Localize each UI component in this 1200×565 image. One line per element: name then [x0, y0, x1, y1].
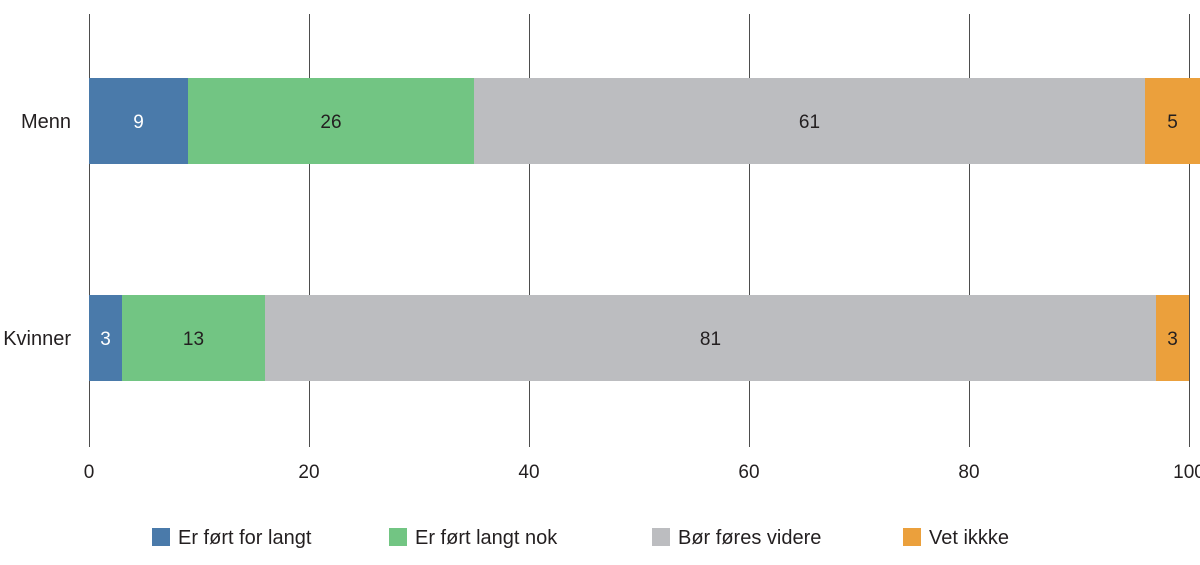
- legend-label: Bør føres videre: [678, 527, 821, 549]
- bar-segment: [1145, 78, 1200, 164]
- category-label: Menn: [21, 111, 71, 133]
- category-label: Kvinner: [3, 328, 71, 350]
- x-tick-label: 80: [958, 462, 979, 483]
- bar-segment: [188, 78, 474, 164]
- bar-value-label: 3: [1167, 329, 1178, 350]
- bar-segment: [89, 295, 122, 381]
- legend-label: Er ført for langt: [178, 527, 312, 549]
- bar-segment: [1156, 295, 1189, 381]
- legend-swatch: [152, 528, 170, 546]
- bar-segment: [122, 295, 265, 381]
- data-labels: 9 26 61 5 3 13 81 3: [100, 112, 1178, 350]
- bar-value-label: 61: [799, 112, 820, 133]
- bar-segment: [89, 78, 188, 164]
- y-axis-categories: Menn Kvinner: [3, 111, 71, 350]
- bar-value-label: 81: [700, 329, 721, 350]
- legend-item: Er ført for langt: [152, 527, 312, 549]
- legend-label: Vet ikkke: [929, 527, 1009, 549]
- bar-value-label: 9: [133, 112, 144, 133]
- x-tick-label: 100: [1173, 462, 1200, 483]
- bar-segment: [265, 295, 1156, 381]
- bars: [89, 78, 1200, 381]
- x-axis: 0 20 40 60 80 100: [84, 462, 1200, 483]
- legend-item: Bør føres videre: [652, 527, 821, 549]
- bar-value-label: 26: [320, 112, 341, 133]
- legend-swatch: [389, 528, 407, 546]
- legend-item: Er ført langt nok: [389, 527, 558, 549]
- legend-label: Er ført langt nok: [415, 527, 558, 549]
- x-tick-label: 0: [84, 462, 95, 483]
- bar-segment: [474, 78, 1145, 164]
- x-tick-label: 60: [738, 462, 759, 483]
- legend-item: Vet ikkke: [903, 527, 1009, 549]
- bar-value-label: 3: [100, 329, 111, 350]
- bar-value-label: 13: [183, 329, 204, 350]
- x-tick-label: 20: [298, 462, 319, 483]
- x-tick-label: 40: [518, 462, 539, 483]
- legend: Er ført for langt Er ført langt nok Bør fø…: [152, 527, 1009, 549]
- legend-swatch: [652, 528, 670, 546]
- bar-value-label: 5: [1167, 112, 1178, 133]
- legend-swatch: [903, 528, 921, 546]
